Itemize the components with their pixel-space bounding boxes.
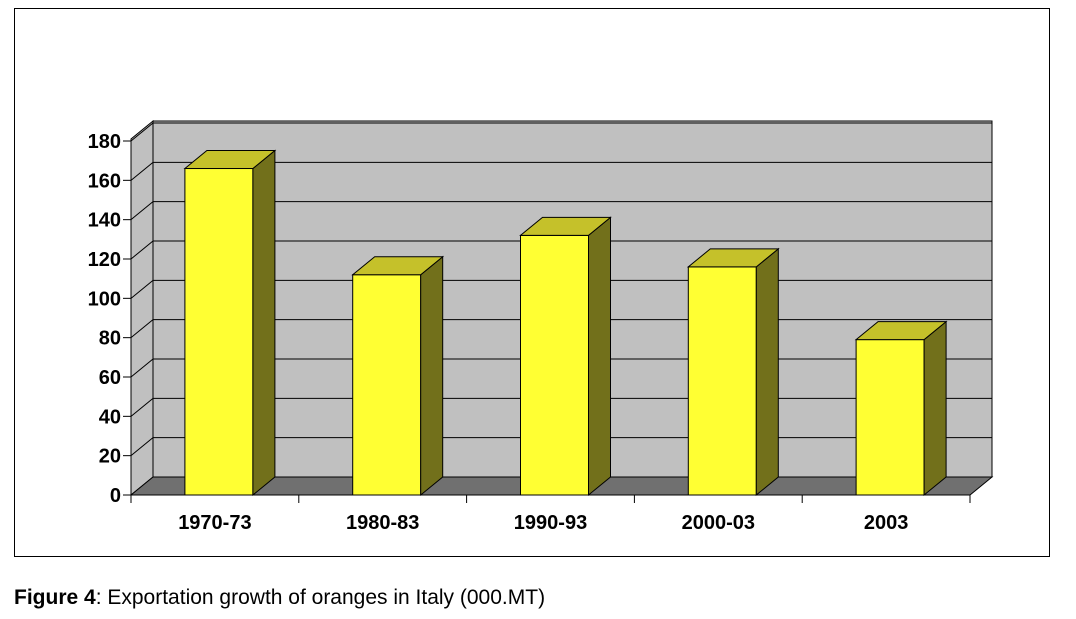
bar-front [520,234,589,496]
gridline [130,161,992,181]
caption-text: : Exportation growth of oranges in Italy… [95,586,546,609]
chart-frame: 0 20 40 60 80 100 120 140 160 180 1970-73 1980-83 19… [14,8,1050,557]
bar-top [183,150,277,170]
y-tick-label: 60 [99,367,121,389]
y-tick-label: 160 [88,170,121,192]
y-tick-label: 100 [88,288,121,310]
bar-side [588,216,611,497]
y-tick-label: 40 [99,406,121,428]
bar-side [252,149,276,497]
gridline [130,240,992,260]
x-tick-label: 2000-03 [682,512,755,534]
x-tick-label: 1980-83 [346,512,419,534]
gridline [130,201,992,221]
figure-caption: Figure 4: Exportation growth of oranges … [14,586,545,610]
x-tick-label: 1970-73 [178,512,251,534]
bar-top [854,321,948,341]
y-tick-label: 180 [88,131,121,153]
y-tick-label: 120 [88,249,121,271]
y-tick-label: 140 [88,210,121,232]
bar-side [755,247,779,497]
caption-label: Figure 4 [14,586,96,609]
gridline [130,122,992,142]
bar-side [923,320,947,497]
x-tick-label: 1990-93 [514,512,587,534]
bar-side [420,255,444,497]
bar-top [519,216,612,236]
bar-chart: 0 20 40 60 80 100 120 140 160 180 1970-73 1980-83 19… [88,119,994,534]
bar-front [855,339,925,496]
bar-top [686,248,780,268]
bar-front [352,274,422,496]
bar-front [687,266,757,496]
y-tick-label: 20 [99,446,121,468]
x-tick-label: 2003 [864,512,909,534]
y-tick-label: 0 [110,485,121,507]
bar-front [184,168,254,496]
bar-top [351,256,445,276]
y-tick-label: 80 [99,328,121,350]
